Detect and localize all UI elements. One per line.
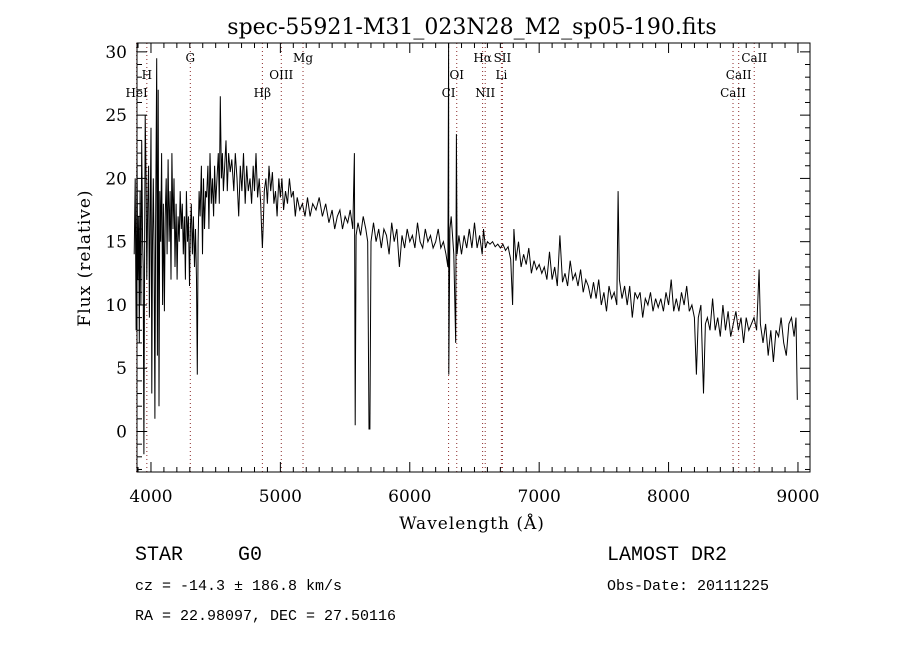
object-class: STAR	[135, 544, 183, 567]
y-tick-label: 25	[105, 106, 127, 126]
y-tick-label: 20	[105, 169, 127, 189]
spectral-line-label: G	[186, 51, 196, 65]
y-tick-label: 15	[105, 233, 127, 253]
x-tick-label: 6000	[388, 487, 431, 507]
spectral-line-label: OI	[449, 68, 464, 82]
x-tick-label: 8000	[647, 487, 690, 507]
spectrum-line	[133, 42, 798, 455]
y-tick-label: 0	[116, 423, 127, 443]
redshift-text: cz = -14.3 ± 186.8 km/s	[135, 578, 342, 595]
x-tick-label: 9000	[776, 487, 819, 507]
spectral-line-label: SII	[494, 51, 512, 65]
spectral-line-label: OIII	[269, 68, 293, 82]
spectral-line-label: CaII	[726, 68, 752, 82]
y-tick-label: 5	[116, 359, 127, 379]
spectral-line-label: Hα	[473, 51, 492, 65]
spectral-line-label: Hβ	[254, 86, 271, 100]
y-axis-label: Flux (relative)	[75, 189, 95, 326]
chart-title: spec-55921-M31_023N28_M2_sp05-190.fits	[227, 15, 716, 40]
y-tick-label: 10	[105, 296, 127, 316]
x-tick-label: 4000	[129, 487, 172, 507]
coordinates: RA = 22.98097, DEC = 27.50116	[135, 608, 396, 625]
obs-date: Obs-Date: 20111225	[607, 578, 769, 595]
spectral-line-label: H	[142, 68, 152, 82]
spectral-line-label: CaII	[720, 86, 746, 100]
x-tick-label: 7000	[518, 487, 561, 507]
x-tick-label: 5000	[259, 487, 302, 507]
survey-name: LAMOST DR2	[607, 544, 727, 567]
y-tick-label: 30	[105, 43, 127, 63]
object-subclass: G0	[238, 544, 262, 567]
spectral-line-label: CaII	[741, 51, 767, 65]
spectral-line-label: NII	[475, 86, 495, 100]
x-axis-label: Wavelength (Å)	[399, 513, 545, 534]
spectral-line-label: Mg	[293, 51, 313, 65]
plot-frame	[136, 42, 811, 473]
spectral-line-label: Li	[495, 68, 507, 82]
axis-ticks: 4000 5000 6000 7000 8000 9000 0 5 10 15 20 25 30	[105, 43, 819, 507]
